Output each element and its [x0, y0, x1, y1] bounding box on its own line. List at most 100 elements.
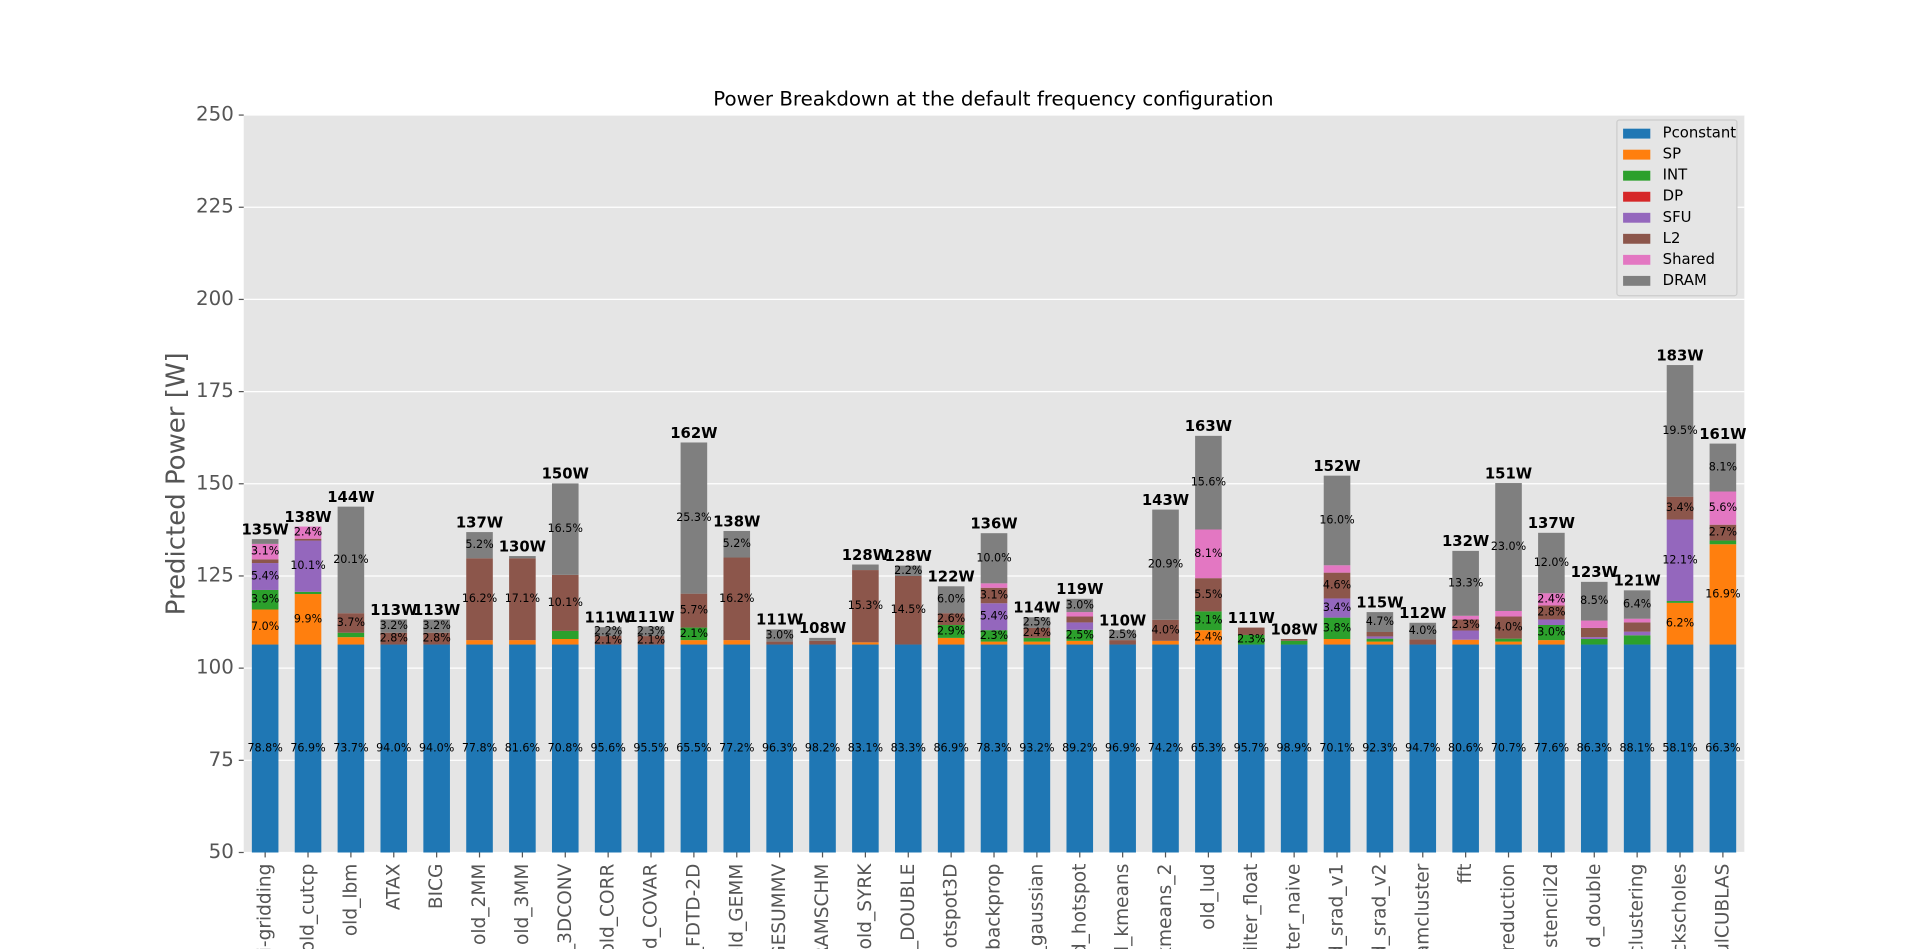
bar-segment	[1709, 544, 1737, 645]
bar-segment	[1323, 644, 1351, 853]
share-label: 16.5%	[548, 522, 583, 535]
x-tick-label: ATAX	[383, 863, 404, 910]
share-label: 78.8%	[247, 742, 282, 755]
share-label: 16.0%	[1319, 513, 1354, 526]
x-tick-label: GESUMMV	[769, 863, 790, 949]
share-label: 80.6%	[1448, 742, 1483, 755]
total-label: 150W	[542, 466, 589, 483]
total-label: 119W	[1056, 581, 1103, 598]
bar-segment	[1366, 636, 1394, 639]
bar-segment	[1709, 644, 1737, 853]
total-label: 137W	[1528, 515, 1575, 532]
share-label: 2.8%	[423, 632, 451, 645]
bar-segment	[894, 644, 922, 853]
x-tick-label: d_kmeans	[1112, 864, 1133, 949]
share-label: 94.0%	[419, 742, 454, 755]
total-label: 151W	[1485, 465, 1532, 482]
share-label: 77.6%	[1534, 742, 1569, 755]
bar-segment	[1580, 620, 1608, 628]
bar-segment	[251, 563, 279, 590]
bar-segment	[1709, 524, 1737, 541]
labels: 50 75 100 125 150 175 200 225 250 ri-gridding 78.8…	[196, 103, 1746, 949]
share-label: 8.5%	[1580, 594, 1608, 607]
bar-segment	[466, 558, 493, 641]
chart-title: Power Breakdown at the default frequency…	[713, 88, 1273, 111]
legend-box	[1616, 119, 1738, 297]
bar-segment	[1666, 602, 1694, 645]
bar-segment	[766, 641, 793, 645]
bar-segment	[1623, 635, 1651, 645]
share-label: 25.3%	[676, 511, 711, 524]
bar-segment	[1538, 640, 1565, 645]
legend-label: Shared	[1663, 251, 1715, 268]
bar-segment	[680, 644, 708, 853]
bar-segment	[1495, 641, 1522, 645]
share-label: 58.1%	[1662, 742, 1697, 755]
share-label: 86.9%	[933, 742, 968, 755]
bar-segment	[380, 644, 408, 853]
share-label: 89.2%	[1062, 742, 1097, 755]
share-label: 2.3%	[1237, 633, 1265, 646]
share-label: 6.4%	[1623, 598, 1651, 611]
share-label: 96.3%	[762, 742, 797, 755]
share-label: 2.5%	[1023, 616, 1051, 629]
bar-segment	[294, 538, 322, 541]
x-tick-label: K_DOUBLE	[898, 864, 919, 949]
bar-segment	[723, 557, 751, 641]
y-tick-label: 75	[209, 748, 234, 771]
bar-segment	[466, 644, 493, 853]
bar-segment	[1495, 483, 1522, 611]
total-label: 161W	[1699, 426, 1746, 443]
bar-segment	[1323, 475, 1351, 566]
bar-segment	[1109, 640, 1136, 645]
share-label: 6.2%	[1666, 617, 1694, 630]
bar-segment	[1366, 612, 1394, 633]
x-tick-label: l_gaussian	[1026, 864, 1047, 949]
bar-segment	[594, 636, 622, 645]
bar-segment	[423, 619, 450, 633]
bar-segment	[1580, 627, 1608, 638]
bar-segment	[1623, 631, 1651, 636]
bar-segment	[1323, 572, 1351, 599]
share-label: 3.0%	[766, 629, 794, 642]
bar-segment	[1195, 529, 1222, 579]
share-label: 12.1%	[1662, 553, 1697, 566]
share-label: 2.4%	[1023, 626, 1051, 639]
total-label: 138W	[284, 509, 331, 526]
y-tick-label: 225	[196, 195, 234, 218]
bar-segment	[594, 627, 622, 637]
total-label: 111W	[627, 609, 674, 626]
share-label: 9.9%	[294, 612, 322, 625]
share-label: 3.7%	[337, 616, 365, 629]
total-label: 137W	[456, 514, 503, 531]
share-label: 16.9%	[1705, 587, 1740, 600]
share-label: 2.4%	[1537, 592, 1565, 605]
bar-segment	[1452, 619, 1479, 631]
x-tick-label: ri-gridding	[255, 864, 276, 949]
share-label: 4.6%	[1323, 579, 1351, 592]
bar-segment	[1323, 598, 1351, 618]
bar-segment	[1280, 640, 1308, 645]
y-tick-label: 100	[196, 656, 234, 679]
bar-segment	[809, 644, 836, 853]
bar-segment	[1023, 637, 1051, 642]
legend-label: SFU	[1663, 209, 1692, 226]
y-tick-label: 200	[196, 287, 234, 310]
x-tick-label: filter_float	[1241, 864, 1262, 949]
total-label: 152W	[1313, 458, 1360, 475]
bar-segment	[1495, 616, 1522, 639]
share-label: 3.2%	[380, 619, 408, 632]
x-tick-label: old_srad_v2	[1369, 864, 1390, 949]
bar-segment	[509, 644, 536, 853]
bar-segment	[1495, 610, 1522, 617]
bar-segment	[937, 644, 965, 853]
bar-segment	[466, 532, 493, 559]
total-label: 143W	[1142, 492, 1189, 509]
share-label: 81.6%	[505, 742, 540, 755]
share-label: 2.3%	[980, 629, 1008, 642]
total-label: 136W	[970, 516, 1017, 533]
bar-segment	[1323, 639, 1351, 645]
bar-segment	[1195, 578, 1222, 612]
bar-segment	[1623, 622, 1651, 632]
bar-segment	[1066, 640, 1094, 645]
